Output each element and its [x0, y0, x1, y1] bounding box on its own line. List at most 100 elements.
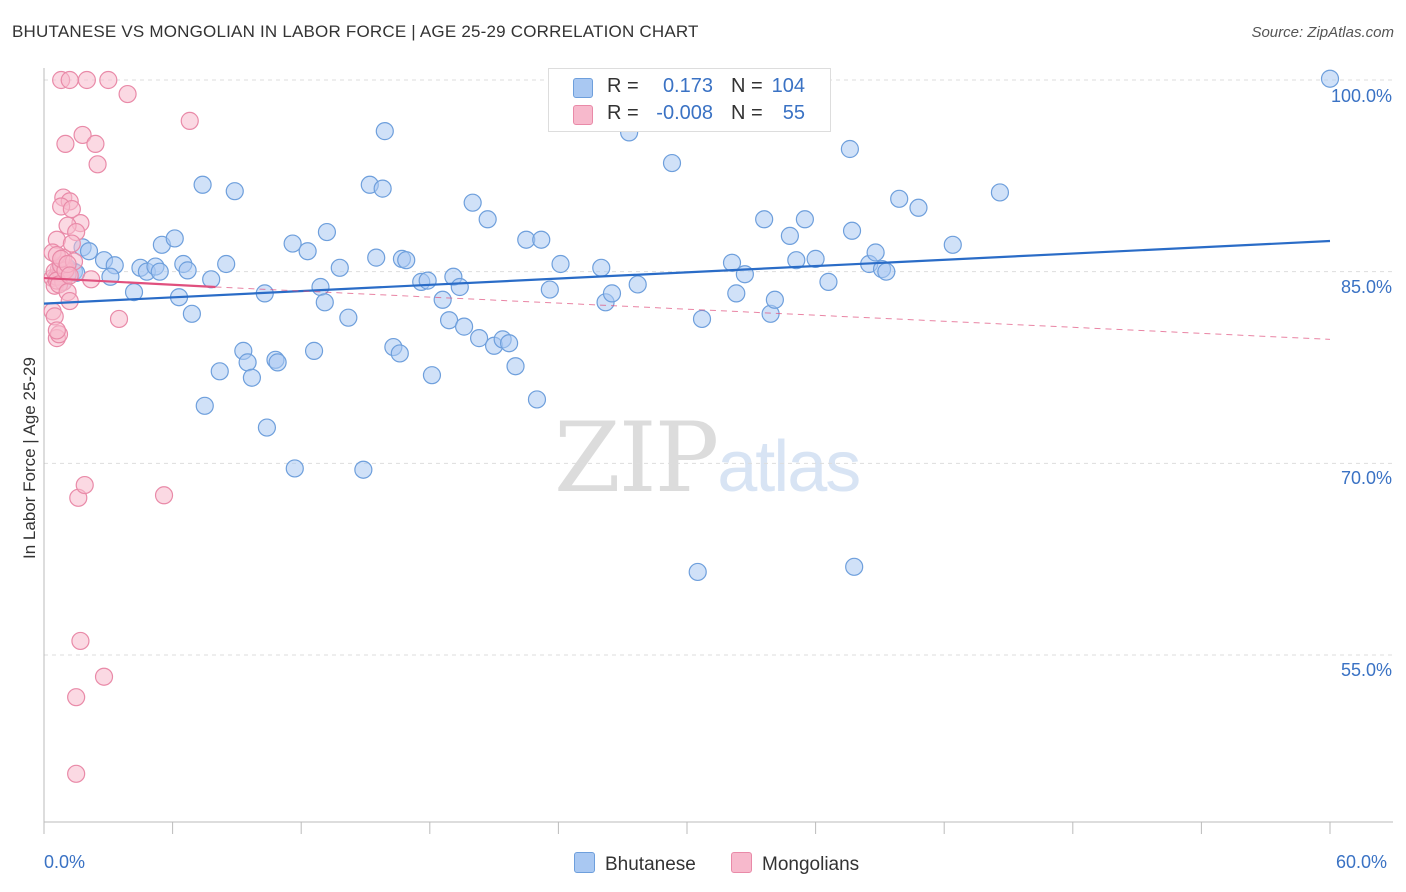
legend-label: Bhutanese	[605, 854, 696, 875]
n-value: 55	[782, 102, 805, 124]
data-point	[315, 293, 334, 312]
data-point	[866, 243, 885, 262]
r-label: R =	[607, 102, 639, 124]
data-point	[422, 366, 442, 385]
data-point	[73, 125, 92, 145]
data-point	[375, 122, 394, 141]
data-point	[842, 221, 862, 240]
data-point	[304, 341, 324, 360]
r-value: -0.008	[656, 102, 713, 124]
data-point	[154, 486, 174, 505]
data-point	[150, 262, 169, 281]
watermark-zip: ZIP	[554, 402, 719, 514]
data-point	[285, 459, 304, 478]
y-tick-label: 100.0%	[1330, 86, 1392, 106]
data-point	[463, 193, 482, 212]
watermark-atlas: atlas	[717, 427, 861, 507]
data-point	[454, 317, 474, 336]
data-point	[217, 254, 236, 274]
data-point	[56, 134, 75, 153]
stats-legend: R = 0.173 N = 104 R = -0.008 N = 55	[548, 68, 831, 132]
data-point	[390, 344, 409, 363]
pink-swatch-icon	[731, 852, 752, 873]
data-point	[397, 251, 416, 270]
data-point	[109, 309, 129, 329]
y-tick-label: 85.0%	[1340, 277, 1392, 297]
blue-swatch-icon	[574, 852, 595, 873]
axes	[43, 68, 1393, 834]
data-point	[806, 249, 825, 268]
data-point	[238, 353, 257, 372]
data-point	[469, 329, 489, 348]
data-point	[118, 84, 137, 104]
data-point	[88, 155, 107, 174]
data-point	[787, 251, 806, 270]
x-tick-label: 60.0%	[1336, 852, 1388, 872]
watermark: ZIPatlas	[554, 402, 861, 514]
data-point	[354, 460, 373, 479]
data-point	[330, 258, 349, 277]
data-point	[79, 242, 99, 261]
data-point	[628, 275, 647, 294]
n-label: N =	[731, 102, 763, 124]
data-point	[1320, 69, 1340, 88]
data-point	[795, 210, 814, 229]
data-point	[418, 271, 437, 290]
data-point	[180, 111, 199, 130]
trend-lines	[43, 239, 1331, 340]
n-value: 104	[771, 75, 805, 97]
data-point	[532, 230, 551, 249]
data-point	[890, 189, 909, 208]
legend-row-mongolians: R = -0.008 N = 55	[549, 100, 830, 128]
data-point	[178, 261, 197, 280]
legend-item-mongolians[interactable]: Mongolians	[731, 852, 859, 876]
data-point	[990, 183, 1010, 202]
data-point	[225, 182, 244, 201]
data-point	[47, 321, 66, 340]
trend-line-bhutanese	[43, 239, 1331, 305]
data-point	[86, 134, 105, 153]
series-mongolians	[43, 70, 199, 783]
data-point	[242, 368, 262, 387]
trend-line-mongolians	[43, 276, 216, 289]
data-point	[765, 290, 784, 309]
data-point	[755, 210, 774, 229]
data-point	[688, 562, 707, 582]
data-point	[722, 253, 742, 272]
data-point	[268, 353, 287, 372]
data-point	[478, 210, 497, 229]
data-point	[551, 254, 570, 274]
data-point	[257, 418, 277, 437]
data-point	[602, 284, 622, 303]
n-label: N =	[731, 75, 763, 97]
data-point	[339, 308, 358, 327]
data-point	[62, 199, 81, 219]
x-tick-label: 0.0%	[44, 852, 86, 872]
data-point	[67, 764, 86, 783]
data-point	[77, 70, 96, 90]
data-point	[692, 309, 712, 329]
data-point	[439, 311, 459, 330]
data-point	[367, 248, 386, 267]
data-point	[845, 557, 864, 576]
data-point	[540, 280, 559, 299]
data-point	[182, 304, 201, 323]
data-point	[195, 396, 214, 415]
data-point	[373, 179, 392, 198]
data-point	[909, 198, 928, 217]
data-point	[840, 139, 859, 159]
data-point	[819, 272, 838, 291]
legend-item-bhutanese[interactable]: Bhutanese	[574, 852, 696, 876]
data-point	[67, 688, 86, 707]
source-credit: Source: ZipAtlas.com	[1251, 24, 1394, 41]
data-point	[193, 175, 212, 194]
chart-title: BHUTANESE VS MONGOLIAN IN LABOR FORCE | …	[12, 22, 699, 41]
data-point	[662, 153, 682, 173]
data-point	[165, 229, 184, 248]
data-point	[592, 258, 611, 277]
data-point	[99, 70, 118, 90]
data-point	[317, 222, 337, 242]
trend-line-mongolians-extension	[215, 286, 1331, 340]
data-point	[283, 234, 302, 253]
